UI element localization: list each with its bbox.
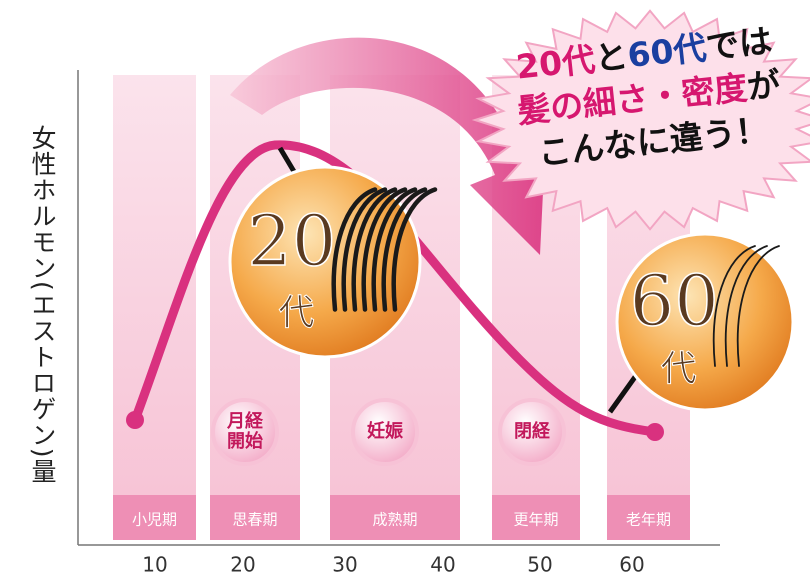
curve-dot [646,423,664,441]
callout-text: 60代 [626,27,709,74]
y-axis-label: 女性ホルモン(エストロゲン)量 [28,125,57,485]
stage-strip [210,495,300,540]
circle-unit: 代 [661,348,697,389]
hair [391,187,438,312]
x-tick-label: 10 [142,553,167,577]
x-tick-label: 40 [430,553,455,577]
stage-label: 思春期 [232,511,277,529]
stage-strip [113,495,196,540]
hair [371,187,418,312]
event-label: 月経 [226,410,264,432]
hair [331,187,378,312]
x-tick-label: 60 [619,553,644,577]
hair-circle [228,165,422,359]
hair [736,245,780,367]
hair [381,187,428,312]
hair [712,245,756,367]
stage-label: 成熟期 [372,511,417,529]
hair [341,187,388,312]
stage-label: 老年期 [626,511,671,529]
hair [361,187,408,312]
hair [724,245,768,367]
starburst [471,9,810,231]
event-label: 閉経 [514,420,551,442]
circle-age: 60 [630,260,719,342]
event-badge [498,398,566,466]
callout-text: では [704,20,774,66]
hair [351,187,398,312]
stage-strip [330,495,460,540]
x-tick-label: 30 [332,553,357,577]
callout-line: 20代と60代では [514,20,774,86]
curve-dot [126,411,144,429]
arrow [230,37,545,255]
x-tick-label: 50 [527,553,552,577]
stage-label: 更年期 [513,511,558,529]
stage-label: 小児期 [132,511,177,529]
event-badge [351,398,419,466]
callout-text: と [593,36,630,78]
callout-text: 20代 [514,39,597,86]
stage-strip [607,495,690,540]
x-tick-label: 20 [230,553,255,577]
circle-age: 20 [247,200,336,282]
event-label: 妊娠 [367,420,404,442]
circle-unit: 代 [278,292,314,333]
callout-text: が [745,64,782,106]
event-label: 開始 [227,430,263,452]
stage-strip [492,495,580,540]
event-badge [211,398,279,466]
